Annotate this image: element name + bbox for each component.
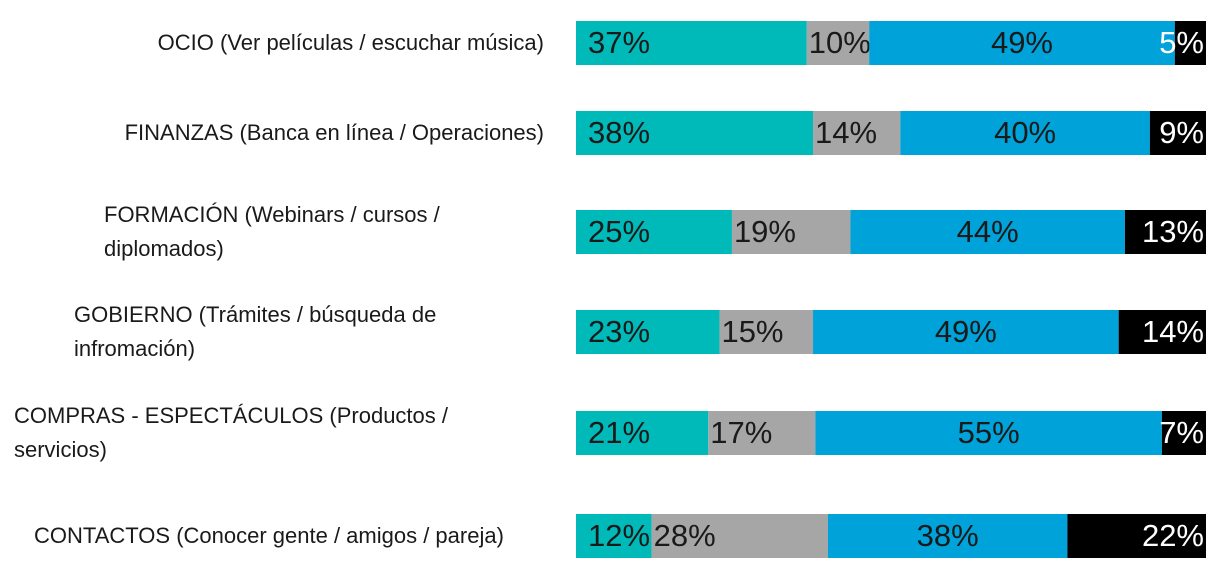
value-label: 10% (809, 25, 871, 60)
bar-segment (708, 411, 816, 455)
value-label: 13% (1142, 214, 1204, 249)
value-label: 21% (588, 415, 650, 450)
category-label: COMPRAS - ESPECTÁCULOS (Productos / serv… (14, 403, 448, 462)
value-label: 14% (1142, 314, 1204, 349)
bar-segment (1174, 21, 1206, 65)
value-label: 23% (588, 314, 650, 349)
value-label: 22% (1142, 518, 1204, 553)
bar-segment (576, 310, 720, 354)
value-label: 15% (721, 314, 783, 349)
bar-segment (828, 514, 1068, 558)
value-label: 40% (994, 115, 1056, 150)
bar-segment (731, 210, 851, 254)
value-label: 19% (734, 214, 796, 249)
value-label: 14% (815, 115, 877, 150)
bar-segment (651, 514, 828, 558)
bar-segment (1149, 111, 1206, 155)
value-label: 38% (917, 518, 979, 553)
value-label: 12% (588, 518, 650, 553)
value-label: 55% (958, 415, 1020, 450)
value-label: 25% (588, 214, 650, 249)
bar-segment (1067, 514, 1206, 558)
category-label: FINANZAS (Banca en línea / Operaciones) (124, 120, 544, 145)
bar-segment (815, 411, 1162, 455)
value-label: 17% (710, 415, 772, 450)
value-label: 49% (991, 25, 1053, 60)
value-label: 5% (1159, 25, 1204, 60)
bar-segment (576, 111, 814, 155)
bar-segment (1161, 411, 1206, 455)
value-label: 37% (588, 25, 650, 60)
bar-segment (869, 21, 1175, 65)
bar-segment (1118, 310, 1206, 354)
category-label: OCIO (Ver películas / escuchar música) (157, 30, 544, 55)
value-label: 9% (1159, 115, 1204, 150)
value-label: 38% (588, 115, 650, 150)
bar-segment (576, 514, 652, 558)
value-label: 28% (654, 518, 716, 553)
bar-segment (719, 310, 814, 354)
bar-segment (576, 21, 807, 65)
value-label: 44% (957, 214, 1019, 249)
bar-segment (850, 210, 1125, 254)
bar-segment (813, 310, 1119, 354)
category-label: CONTACTOS (Conocer gente / amigos / pare… (34, 523, 504, 548)
bar-segment (1124, 210, 1206, 254)
bar-segment (900, 111, 1150, 155)
bar-segment (813, 111, 901, 155)
value-label: 49% (935, 314, 997, 349)
category-label: FORMACIÓN (Webinars / cursos / diplomado… (104, 202, 440, 261)
category-label: GOBIERNO (Trámites / búsqueda de infroma… (74, 302, 437, 361)
bar-segment (806, 21, 870, 65)
bar-segment (576, 411, 709, 455)
bar-segment (576, 210, 732, 254)
value-label: 7% (1159, 415, 1204, 450)
